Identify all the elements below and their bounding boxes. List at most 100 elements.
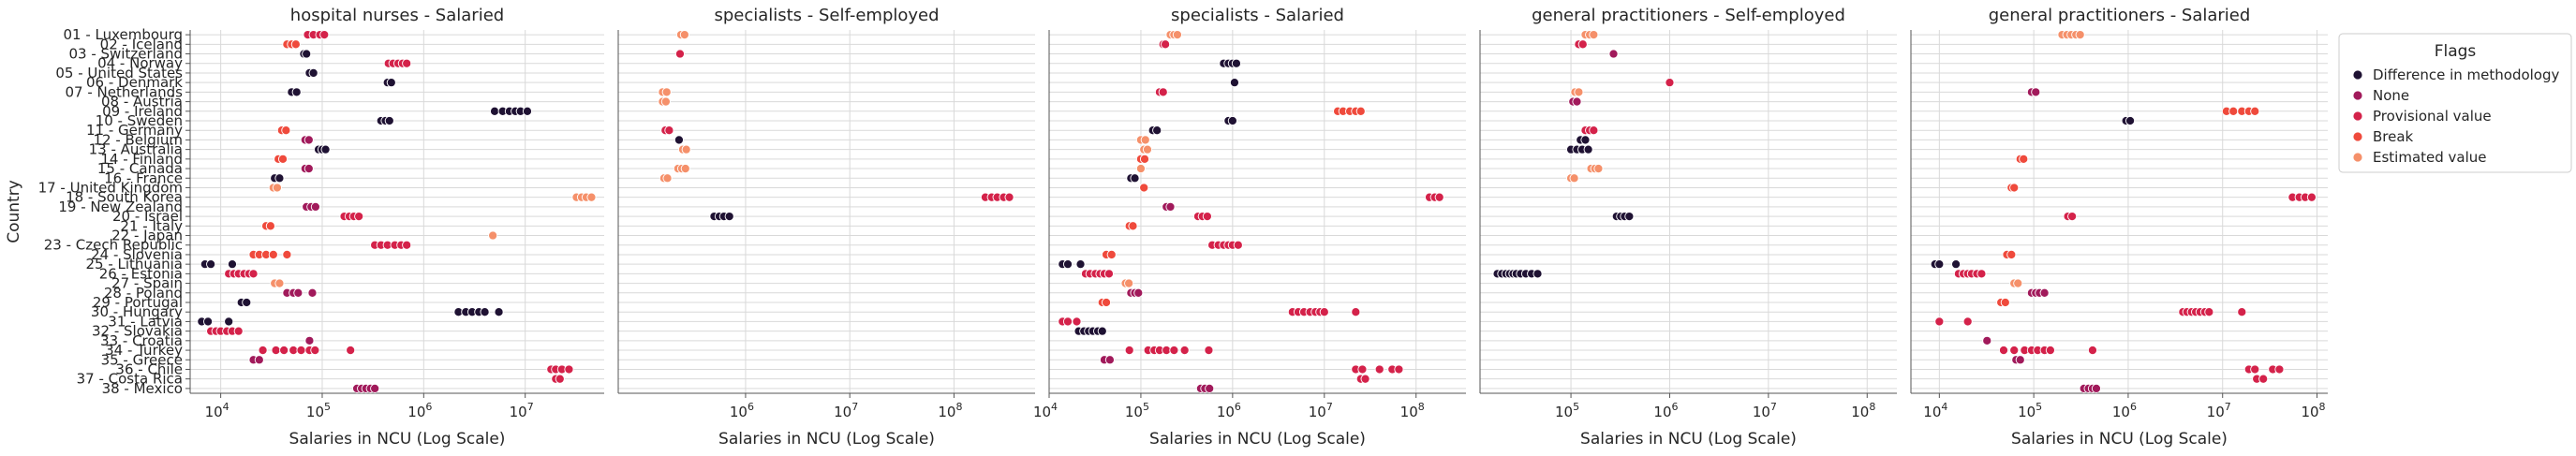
data-point-difference-in-methodology xyxy=(206,259,216,270)
y-tick-label: 24 - Slovenia xyxy=(91,246,183,263)
data-point-break xyxy=(1139,183,1149,193)
data-point-provisional-value xyxy=(1124,346,1134,356)
y-tick-label: 07 - Netherlands xyxy=(66,83,184,100)
data-point-estimated-value xyxy=(586,192,597,202)
data-point-none xyxy=(1104,355,1115,365)
data-point-estimated-value xyxy=(272,183,282,193)
x-axis-label: Salaries in NCU (Log Scale) xyxy=(1149,430,1366,449)
data-point-difference-in-methodology xyxy=(1130,173,1140,184)
y-tick-label: 31 - Latvia xyxy=(108,313,183,330)
data-point-provisional-value xyxy=(674,49,686,59)
data-point-difference-in-methodology xyxy=(1934,259,1945,270)
data-point-provisional-value xyxy=(1434,192,1444,202)
data-point-provisional-value xyxy=(346,346,356,356)
y-tick-label: 16 - France xyxy=(104,169,183,186)
data-point-break xyxy=(2000,297,2010,308)
data-point-estimated-value xyxy=(1140,135,1150,145)
data-point-difference-in-methodology xyxy=(674,135,684,145)
data-point-provisional-value xyxy=(1360,374,1370,384)
data-point-provisional-value xyxy=(319,30,330,40)
legend-title: Flags xyxy=(2435,42,2477,61)
data-point-break xyxy=(265,221,275,231)
y-tick-label: 14 - Finland xyxy=(100,151,183,168)
data-point-estimated-value xyxy=(274,278,285,288)
data-point-difference-in-methodology xyxy=(490,106,500,116)
data-point-difference-in-methodology xyxy=(320,144,331,154)
data-point-difference-in-methodology xyxy=(724,212,734,222)
x-tick-exponent: 6 xyxy=(748,401,754,413)
data-point-estimated-value xyxy=(679,30,689,40)
data-point-provisional-value xyxy=(555,374,565,384)
data-point-difference-in-methodology xyxy=(302,49,312,59)
data-point-provisional-value xyxy=(310,346,320,356)
y-tick-label: 17 - United Kingdom xyxy=(38,179,183,196)
data-point-provisional-value xyxy=(233,326,244,336)
x-tick-label: 108 xyxy=(2301,401,2325,420)
data-point-provisional-value xyxy=(402,240,412,250)
data-point-break xyxy=(1139,154,1150,164)
data-point-difference-in-methodology xyxy=(1229,78,1239,88)
data-point-provisional-value xyxy=(1072,316,1082,327)
data-point-difference-in-methodology xyxy=(227,259,238,270)
y-tick-label: 32 - Slovakia xyxy=(92,323,183,340)
data-point-none xyxy=(1608,49,1619,59)
data-point-provisional-value xyxy=(1357,364,1368,375)
x-tick-label: 107 xyxy=(834,401,858,420)
data-point-none xyxy=(370,383,380,393)
data-point-difference-in-methodology xyxy=(522,106,533,116)
panel-title: general practitioners - Self-employed xyxy=(1532,6,1845,25)
data-point-provisional-value xyxy=(2237,307,2247,317)
x-tick-exponent: 4 xyxy=(1941,401,1947,413)
data-point-provisional-value xyxy=(1934,316,1945,327)
data-point-none xyxy=(2039,287,2050,298)
data-point-estimated-value xyxy=(1574,87,1584,97)
data-point-difference-in-methodology xyxy=(242,297,252,308)
y-tick-label: 25 - Lithuania xyxy=(85,256,183,272)
data-point-break xyxy=(2006,249,2017,259)
data-point-provisional-value xyxy=(1103,269,1115,279)
data-point-break xyxy=(2228,106,2239,116)
y-tick-label: 22 - Japan xyxy=(111,228,183,244)
legend-marker-difference-in-methodology xyxy=(2352,69,2363,81)
x-tick-exponent: 7 xyxy=(851,401,858,413)
x-tick-exponent: 5 xyxy=(1143,401,1149,413)
data-point-provisional-value xyxy=(2067,212,2078,222)
data-point-none xyxy=(2015,355,2025,365)
data-point-provisional-value xyxy=(1351,307,1361,317)
y-tick-label: 23 - Czech Republic xyxy=(44,237,183,254)
data-point-estimated-value xyxy=(662,173,673,184)
data-point-provisional-value xyxy=(1158,87,1168,97)
y-tick-label: 08 - Austria xyxy=(101,94,183,110)
data-point-provisional-value xyxy=(279,346,289,356)
x-axis-label: Salaries in NCU (Log Scale) xyxy=(718,430,935,449)
x-tick-exponent: 8 xyxy=(1418,401,1425,413)
data-point-break xyxy=(282,249,292,259)
legend-label-break: Break xyxy=(2373,128,2414,145)
data-point-provisional-value xyxy=(1204,346,1214,356)
data-point-break xyxy=(1128,221,1138,231)
x-tick-label: 108 xyxy=(1400,401,1425,420)
data-point-provisional-value xyxy=(2087,346,2098,356)
x-tick-label: 104 xyxy=(1033,401,1058,420)
y-tick-label: 10 - Sweden xyxy=(96,112,183,129)
data-point-provisional-value xyxy=(1998,346,2009,356)
data-point-difference-in-methodology xyxy=(203,316,214,327)
data-point-provisional-value xyxy=(1169,346,1179,356)
data-point-provisional-value xyxy=(2306,192,2317,202)
y-tick-label: 21 - Italy xyxy=(120,217,183,234)
data-point-difference-in-methodology xyxy=(1583,144,1593,154)
x-tick-label: 105 xyxy=(306,401,331,420)
y-tick-label: 19 - New Zealand xyxy=(58,199,183,215)
x-tick-exponent: 6 xyxy=(1672,401,1679,413)
data-point-difference-in-methodology xyxy=(1624,212,1635,222)
y-tick-label: 29 - Portugal xyxy=(93,294,183,311)
data-point-provisional-value xyxy=(2045,346,2055,356)
x-tick-label: 104 xyxy=(205,401,229,420)
x-tick-exponent: 8 xyxy=(1869,401,1875,413)
data-point-difference-in-methodology xyxy=(1062,259,1073,270)
x-tick-label: 106 xyxy=(407,401,432,420)
x-tick-label: 104 xyxy=(1923,401,1947,420)
data-point-none xyxy=(310,201,320,212)
data-point-none xyxy=(1165,201,1176,212)
